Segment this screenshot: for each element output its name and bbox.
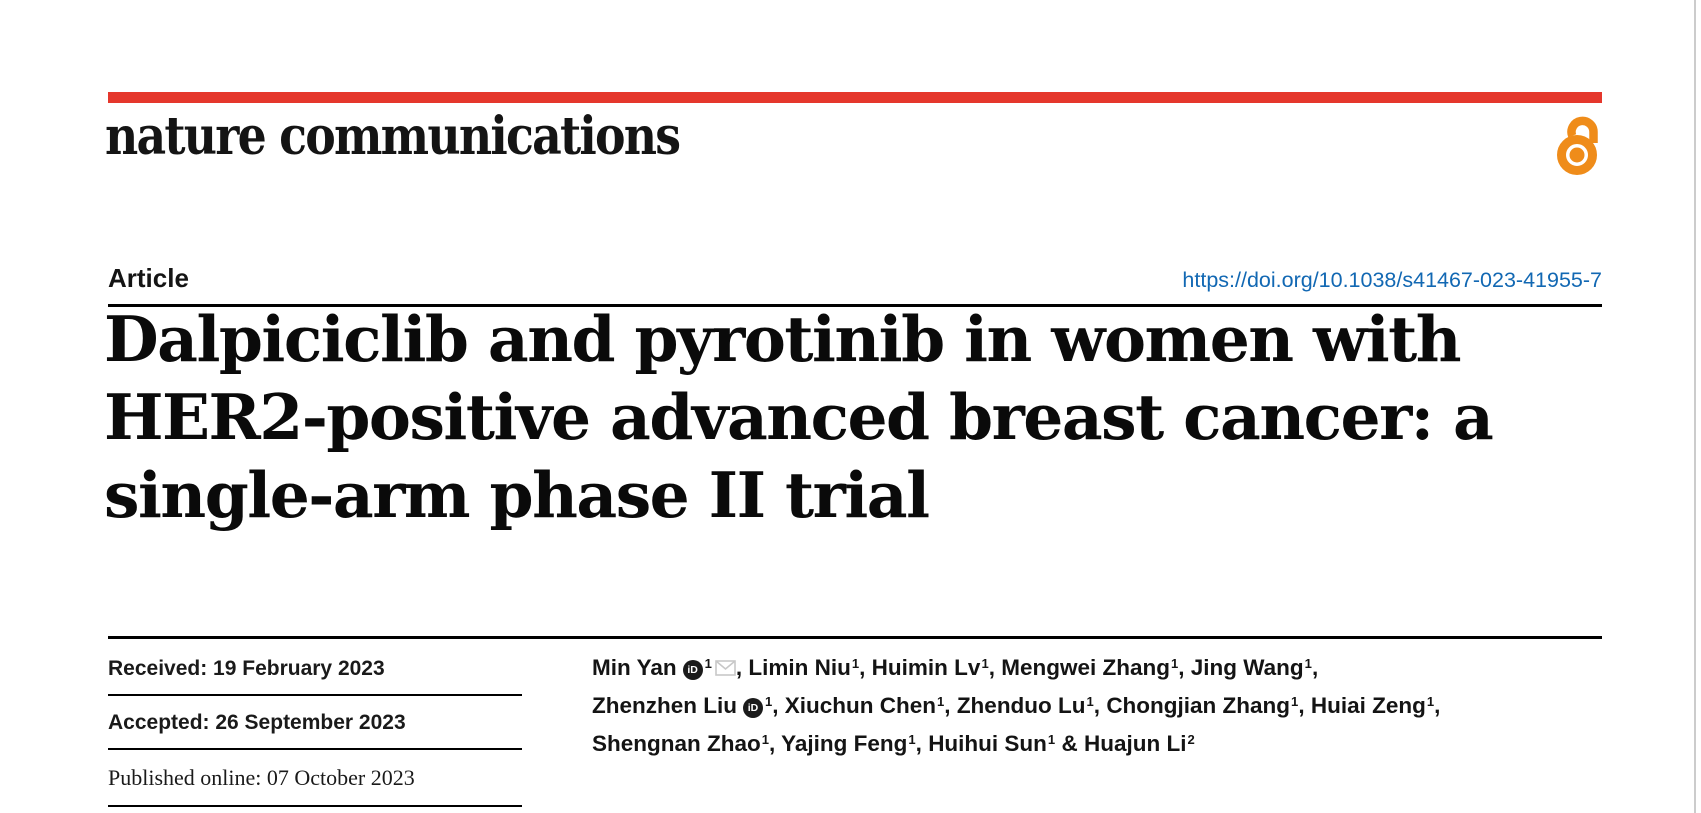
author-name: Huiai Zeng xyxy=(1310,693,1426,718)
title-line-1: Dalpiciclib and pyrotinib in women with xyxy=(104,302,1462,376)
doi-link[interactable]: https://doi.org/10.1038/s41467-023-41955… xyxy=(1182,268,1602,292)
author-name: Huajun Li xyxy=(1083,731,1187,756)
author-separator: , xyxy=(944,693,957,718)
metadata-top-rule xyxy=(108,636,1602,639)
author-separator: , xyxy=(1178,655,1191,680)
email-icon[interactable] xyxy=(712,655,736,680)
affiliation-superscript: 1 xyxy=(851,655,860,671)
affiliation-superscript: 1 xyxy=(761,731,770,747)
article-type-label: Article xyxy=(108,263,189,293)
affiliation-superscript: 1 xyxy=(1086,693,1094,709)
author-name: Zhenduo Lu xyxy=(956,693,1086,718)
affiliation-superscript: 1 xyxy=(1304,655,1312,671)
title-line-2: HER2-positive advanced breast cancer: a xyxy=(104,380,1494,454)
affiliation-superscript: 2 xyxy=(1187,731,1195,747)
author-list: Min Yan iD 1, Limin Niu1, Huimin Lv1, Meng… xyxy=(592,650,1552,764)
author-separator: , xyxy=(1093,693,1107,718)
open-access-icon xyxy=(1552,111,1602,182)
article-title: Dalpiciclib and pyrotinib in women with … xyxy=(104,300,1604,534)
author-separator: , xyxy=(1298,693,1311,718)
author-separator: , xyxy=(859,655,872,680)
affiliation-superscript: 1 xyxy=(981,655,989,671)
author-name: Zhenzhen Liu xyxy=(592,693,737,718)
page-edge-border xyxy=(1694,0,1696,813)
author-separator: , xyxy=(1311,655,1319,680)
published-divider-rule xyxy=(108,805,522,807)
author-name: Huihui Sun xyxy=(928,731,1047,756)
journal-logo: nature communications xyxy=(105,106,681,167)
accepted-divider-rule xyxy=(108,748,522,750)
published-date: Published online: 07 October 2023 xyxy=(108,765,415,790)
affiliation-superscript: 1 xyxy=(1170,655,1179,671)
author-name: Huimin Lv xyxy=(871,655,981,680)
affiliation-superscript: 1 xyxy=(937,693,945,709)
received-divider-rule xyxy=(108,694,522,696)
author-separator: , xyxy=(735,655,749,680)
author-name: Shengnan Zhao xyxy=(592,731,761,756)
author-separator: , xyxy=(915,731,929,756)
title-divider-rule xyxy=(108,304,1602,307)
author-name: Yajing Feng xyxy=(781,731,908,756)
author-name: Min Yan xyxy=(592,655,677,680)
author-separator: , xyxy=(988,655,1002,680)
accepted-date: Accepted: 26 September 2023 xyxy=(108,711,406,734)
affiliation-superscript: 1 xyxy=(1426,693,1435,709)
author-separator: , xyxy=(772,693,785,718)
title-line-3: single-arm phase II trial xyxy=(104,458,930,532)
author-name: Mengwei Zhang xyxy=(1001,655,1170,680)
author-name: Limin Niu xyxy=(748,655,851,680)
author-line-2: Zhenzhen Liu iD 1, Xiuchun Chen1, Zhenduo … xyxy=(592,688,1552,726)
author-line-1: Min Yan iD 1, Limin Niu1, Huimin Lv1, Meng… xyxy=(592,650,1552,688)
author-line-3: Shengnan Zhao1, Yajing Feng1, Huihui Sun… xyxy=(592,726,1552,764)
affiliation-superscript: 1 xyxy=(704,655,712,671)
author-separator: , xyxy=(1434,693,1441,718)
affiliation-superscript: 1 xyxy=(1047,731,1056,747)
orcid-icon[interactable]: iD xyxy=(743,698,763,718)
affiliation-superscript: 1 xyxy=(908,731,916,747)
brand-red-bar xyxy=(108,92,1602,103)
author-separator: & xyxy=(1055,731,1084,756)
author-name: Chongjian Zhang xyxy=(1106,693,1291,718)
affiliation-superscript: 1 xyxy=(1291,693,1299,709)
orcid-icon[interactable]: iD xyxy=(682,660,703,680)
author-name: Jing Wang xyxy=(1190,655,1304,680)
author-name: Xiuchun Chen xyxy=(784,693,937,718)
author-separator: , xyxy=(769,731,782,756)
received-date: Received: 19 February 2023 xyxy=(108,657,385,680)
affiliation-superscript: 1 xyxy=(765,693,773,709)
